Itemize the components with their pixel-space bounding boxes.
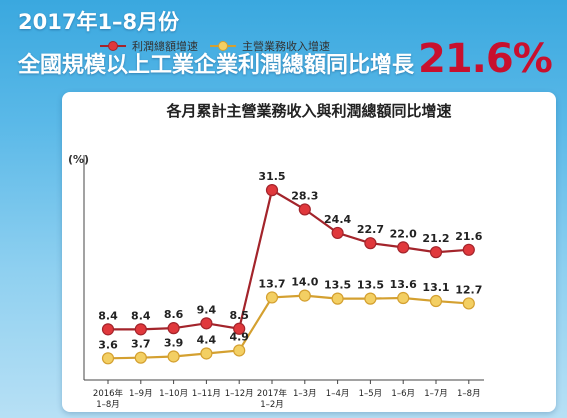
data-point-revenue bbox=[265, 291, 279, 304]
x-tick-label: 1–3月 bbox=[293, 389, 317, 399]
legend-label-profit: 利潤總額增速 bbox=[132, 40, 198, 53]
data-point-revenue bbox=[200, 347, 213, 360]
x-tick-label: 1–8月 bbox=[457, 389, 481, 399]
data-label-revenue: 13.5 bbox=[324, 279, 351, 292]
data-point-profit bbox=[462, 243, 475, 256]
data-point-revenue bbox=[233, 344, 246, 357]
headline-text: 全國規模以上工業企業利潤總額同比增長 bbox=[18, 53, 415, 78]
data-point-revenue bbox=[167, 350, 180, 363]
data-point-profit bbox=[429, 246, 443, 259]
headline-date: 2017年1–8月份 bbox=[18, 10, 180, 34]
data-label-profit: 31.5 bbox=[258, 170, 285, 183]
data-point-profit bbox=[101, 323, 115, 336]
data-label-revenue: 3.7 bbox=[131, 338, 151, 351]
data-label-profit: 8.4 bbox=[131, 309, 151, 322]
data-label-profit: 24.4 bbox=[324, 213, 351, 226]
data-point-profit bbox=[397, 241, 410, 254]
data-label-revenue: 12.7 bbox=[455, 283, 482, 296]
x-tick-label: 1–12月 bbox=[225, 389, 254, 399]
chart-title: 各月累計主營業務收入與利潤總額同比增速 bbox=[166, 102, 452, 120]
data-label-profit: 9.4 bbox=[197, 303, 217, 316]
data-label-revenue: 14.0 bbox=[291, 276, 318, 289]
x-tick-label: 1–4月 bbox=[326, 389, 350, 399]
x-tick-label: 1–7月 bbox=[424, 389, 448, 399]
x-tick-label: 1–11月 bbox=[192, 389, 221, 399]
data-point-profit bbox=[331, 226, 344, 240]
data-label-profit: 8.4 bbox=[98, 309, 118, 322]
x-tick-label: 1–9月 bbox=[129, 389, 153, 399]
headline-value: 21.6% bbox=[418, 36, 553, 82]
legend-swatch-revenue bbox=[210, 41, 236, 51]
data-point-profit bbox=[364, 237, 377, 250]
x-tick-label: 1–10月 bbox=[159, 389, 188, 399]
data-point-profit bbox=[134, 323, 147, 336]
legend-item-profit: 利潤總額增速 bbox=[100, 38, 198, 54]
data-label-revenue: 13.5 bbox=[357, 279, 384, 292]
data-label-revenue: 4.9 bbox=[229, 330, 249, 343]
legend-item-revenue: 主營業務收入增速 bbox=[210, 38, 330, 54]
x-tick-label: 1–6月 bbox=[391, 389, 415, 399]
data-point-revenue bbox=[331, 292, 344, 305]
x-tick-label: 2017年 1–2月 bbox=[257, 388, 288, 410]
data-label-profit: 8.6 bbox=[164, 308, 184, 321]
data-point-profit bbox=[167, 322, 180, 335]
data-point-profit bbox=[265, 184, 279, 197]
data-point-profit bbox=[233, 322, 246, 335]
series-line-revenue bbox=[107, 294, 469, 360]
x-tick-label: 1–5月 bbox=[359, 389, 383, 399]
data-label-profit: 22.7 bbox=[357, 223, 384, 236]
headline: 全國規模以上工業企業利潤總額同比增長 21.6% bbox=[18, 36, 563, 82]
data-point-revenue bbox=[298, 289, 311, 302]
data-label-profit: 21.6 bbox=[455, 230, 482, 243]
data-point-profit bbox=[200, 317, 213, 330]
series-line-profit bbox=[108, 188, 469, 331]
data-point-revenue bbox=[101, 352, 115, 365]
data-point-revenue bbox=[429, 294, 443, 308]
data-point-revenue bbox=[462, 297, 475, 310]
data-point-revenue bbox=[364, 292, 377, 305]
data-point-revenue bbox=[134, 351, 147, 364]
x-tick-label: 2016年 1–8月 bbox=[93, 388, 124, 410]
legend-swatch-profit bbox=[100, 41, 126, 51]
legend-label-revenue: 主營業務收入增速 bbox=[242, 40, 330, 53]
data-label-revenue: 13.7 bbox=[258, 277, 285, 290]
data-label-revenue: 4.4 bbox=[197, 333, 217, 346]
data-point-profit bbox=[298, 203, 311, 216]
data-label-revenue: 13.1 bbox=[422, 281, 449, 294]
data-point-revenue bbox=[397, 291, 410, 305]
data-label-profit: 28.3 bbox=[291, 189, 318, 202]
data-label-revenue: 3.9 bbox=[164, 336, 184, 349]
data-label-profit: 21.2 bbox=[422, 232, 449, 245]
data-label-revenue: 3.6 bbox=[98, 338, 118, 351]
data-label-profit: 8.5 bbox=[229, 309, 249, 322]
data-label-profit: 22.0 bbox=[390, 227, 417, 240]
data-label-revenue: 13.6 bbox=[390, 278, 417, 291]
